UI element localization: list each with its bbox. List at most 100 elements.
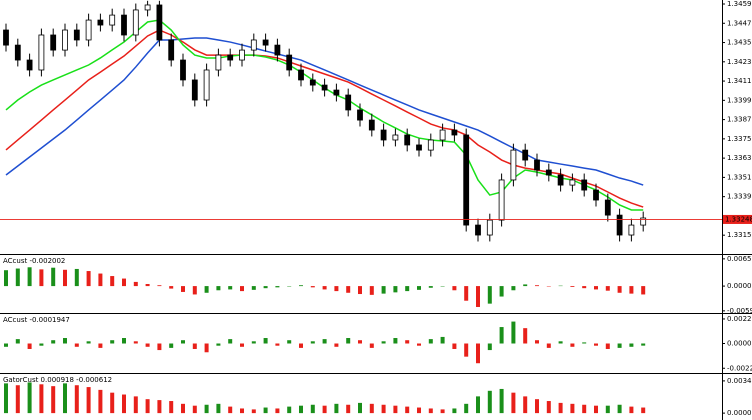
histogram-bar <box>228 339 233 344</box>
histogram-bar <box>169 343 174 348</box>
histogram-bar <box>27 343 32 349</box>
candle-body <box>534 159 540 171</box>
candle-body <box>451 129 458 136</box>
histogram-bar <box>452 286 457 291</box>
histogram-bar <box>216 403 221 414</box>
candle-body <box>368 119 375 131</box>
histogram-bar <box>464 343 469 357</box>
candle-body <box>522 149 529 161</box>
histogram-bar <box>98 273 103 287</box>
histogram-bar <box>299 285 303 287</box>
histogram-bar <box>405 406 410 414</box>
histogram-bar <box>322 286 327 290</box>
histogram-bar <box>641 343 646 346</box>
histogram-bar <box>369 343 374 348</box>
histogram-bar <box>263 286 268 289</box>
y-tick-label: 0.0022396 <box>727 315 752 323</box>
candle-body <box>168 39 175 61</box>
y-tick-label: 1.34230 <box>727 58 752 66</box>
histogram-bar <box>440 409 445 414</box>
candle-body <box>439 129 446 141</box>
candle-body <box>616 214 623 236</box>
histogram-bar <box>240 408 244 414</box>
histogram-bar <box>74 385 79 414</box>
histogram-bar <box>546 343 551 348</box>
histogram-bar <box>192 286 197 295</box>
histogram-bar <box>74 268 79 287</box>
histogram-bar <box>322 405 327 414</box>
candle-body <box>227 54 234 61</box>
histogram-bar <box>157 400 162 414</box>
y-tick-label: 1.33990 <box>727 96 752 104</box>
histogram-bar <box>15 339 20 344</box>
candle-body <box>298 69 304 81</box>
histogram-bar <box>582 404 587 414</box>
histogram-bar <box>570 286 575 287</box>
histogram-bar <box>4 270 8 287</box>
candle-body <box>510 149 517 181</box>
histogram-bar <box>582 286 587 289</box>
histogram-bar <box>523 328 528 344</box>
candle-body <box>463 134 470 226</box>
histogram-bar <box>86 387 91 414</box>
histogram-bar <box>393 405 398 414</box>
histogram-bar <box>393 286 398 293</box>
histogram-bar <box>51 267 56 287</box>
candle-body <box>545 169 552 176</box>
histogram-bar <box>381 404 386 414</box>
y-tick-label: 1.34590 <box>727 0 752 8</box>
histogram-bar <box>133 341 138 344</box>
histogram-bar <box>452 408 457 414</box>
histogram-bar <box>39 269 44 287</box>
histogram-bar <box>240 343 244 347</box>
histogram-bar <box>74 343 79 347</box>
candle-body <box>581 179 588 191</box>
histogram-bar <box>287 340 292 344</box>
histogram-bar <box>240 286 244 292</box>
candle-body <box>121 14 127 36</box>
histogram-bar <box>181 286 185 292</box>
histogram-bar <box>582 342 587 344</box>
histogram-bar <box>381 341 386 344</box>
histogram-bar <box>476 286 480 307</box>
histogram-bar <box>369 403 374 414</box>
y-tick-label: 0.000000 <box>727 409 752 417</box>
histogram-bar <box>440 336 445 344</box>
candle-body <box>557 174 564 186</box>
histogram-bar <box>98 389 103 414</box>
histogram-bar <box>487 343 492 351</box>
histogram-bar <box>570 343 575 347</box>
histogram-bar <box>204 404 209 414</box>
y-tick-label: 0.0000000 <box>727 340 752 348</box>
histogram-bar <box>216 343 221 346</box>
candle-body <box>180 59 186 81</box>
histogram-bar <box>417 343 421 346</box>
candle-body <box>380 129 387 141</box>
histogram-bar <box>310 404 315 414</box>
histogram-bar <box>487 390 492 414</box>
histogram-bar <box>535 285 539 287</box>
histogram-bar <box>275 343 280 346</box>
histogram-bar <box>558 402 563 414</box>
histogram-bar <box>499 327 504 344</box>
histogram-bar <box>334 286 339 292</box>
histogram-bar <box>204 286 209 293</box>
histogram-bar <box>145 343 150 347</box>
histogram-bar <box>86 271 91 287</box>
histogram-bar <box>192 343 197 349</box>
histogram-bar <box>322 339 327 344</box>
histogram-bar <box>263 407 268 414</box>
candle-body <box>475 224 481 236</box>
histogram-bar <box>641 407 646 414</box>
histogram-bar <box>617 404 622 414</box>
current-price-box <box>723 214 752 224</box>
histogram-bar <box>617 343 622 348</box>
histogram-bar <box>39 384 44 414</box>
moving-average <box>5 37 644 186</box>
current-price-label: 1.33248 <box>725 215 752 223</box>
candle-body <box>357 109 363 121</box>
histogram-bar <box>204 343 209 353</box>
candle-body <box>50 34 57 51</box>
y-tick-label: 0.003465 <box>727 377 752 385</box>
candle-body <box>191 79 198 101</box>
